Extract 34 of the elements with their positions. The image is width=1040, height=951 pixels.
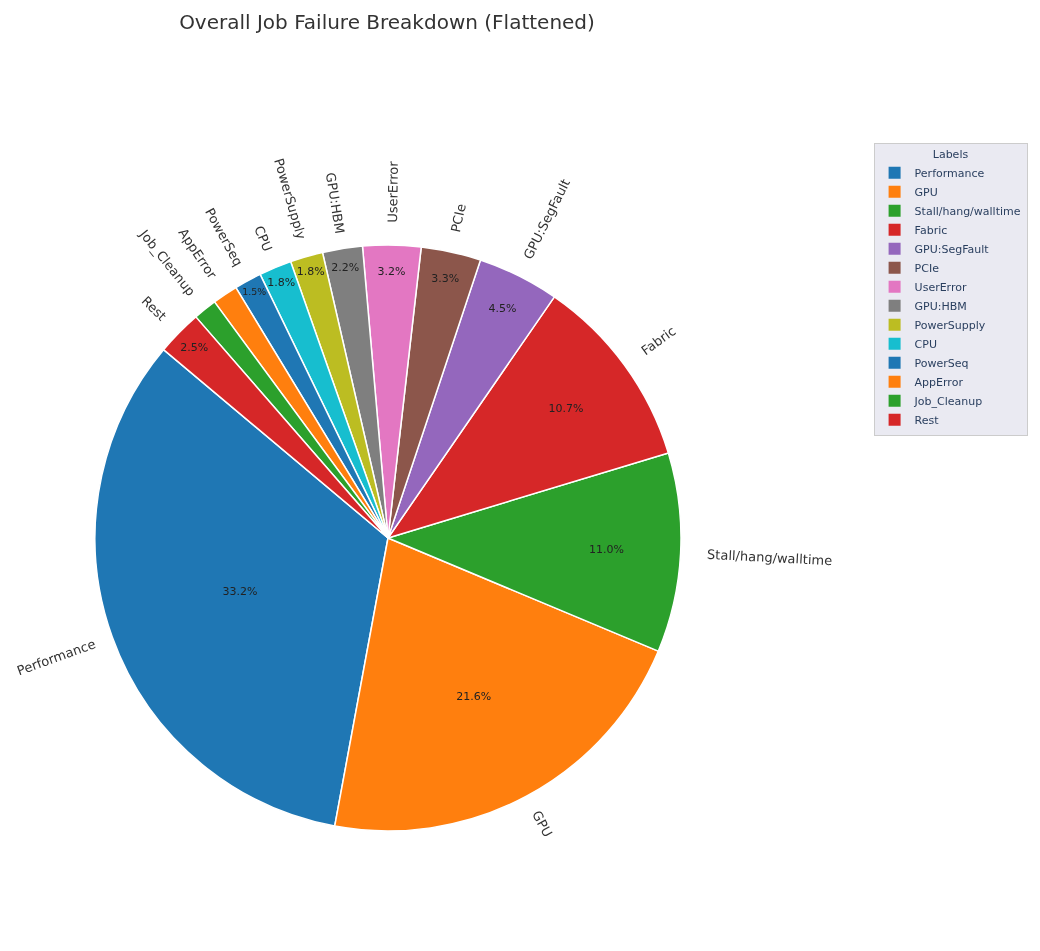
slice-label: UserError <box>385 160 401 223</box>
legend-label: PCIe <box>914 262 940 276</box>
data-label: 1.8% <box>296 265 325 279</box>
legend-label: GPU:HBM <box>914 300 967 314</box>
data-label: 4.5% <box>488 301 517 315</box>
data-label: 3.2% <box>377 265 406 279</box>
legend-label: CPU <box>914 338 937 352</box>
legend-label: PowerSupply <box>914 319 986 333</box>
data-label: 1.5% <box>242 286 267 298</box>
slice-label: GPU:HBM <box>322 171 348 235</box>
data-label: 21.6% <box>456 689 492 703</box>
data-label: 10.7% <box>548 401 584 415</box>
legend-label: Rest <box>914 414 940 428</box>
legend-label: AppError <box>914 376 964 390</box>
legend-title: Labels <box>932 148 969 162</box>
slice-label: GPU <box>529 808 556 840</box>
legend-label: Fabric <box>914 224 948 238</box>
slice-label: PCIe <box>447 202 469 234</box>
legend-label: Performance <box>914 167 985 181</box>
legend-label: Stall/hang/walltime <box>914 205 1021 219</box>
legend-label: GPU <box>914 186 938 200</box>
legend-label: GPU:SegFault <box>914 243 990 257</box>
slice-label: CPU <box>251 223 276 254</box>
data-label: 1.8% <box>267 275 296 289</box>
legend-label: PowerSeq <box>914 357 969 371</box>
data-label: 11.0% <box>589 542 625 556</box>
slice-label: Stall/hang/walltime <box>706 546 833 569</box>
data-label: 3.3% <box>431 272 460 286</box>
data-label: 2.5% <box>180 341 209 355</box>
legend-label: Job_Cleanup <box>913 395 983 409</box>
legend-label: UserError <box>914 281 967 295</box>
data-label: 2.2% <box>331 260 360 274</box>
data-label: 33.2% <box>222 584 258 598</box>
chart-title: Overall Job Failure Breakdown (Flattened) <box>179 10 595 34</box>
